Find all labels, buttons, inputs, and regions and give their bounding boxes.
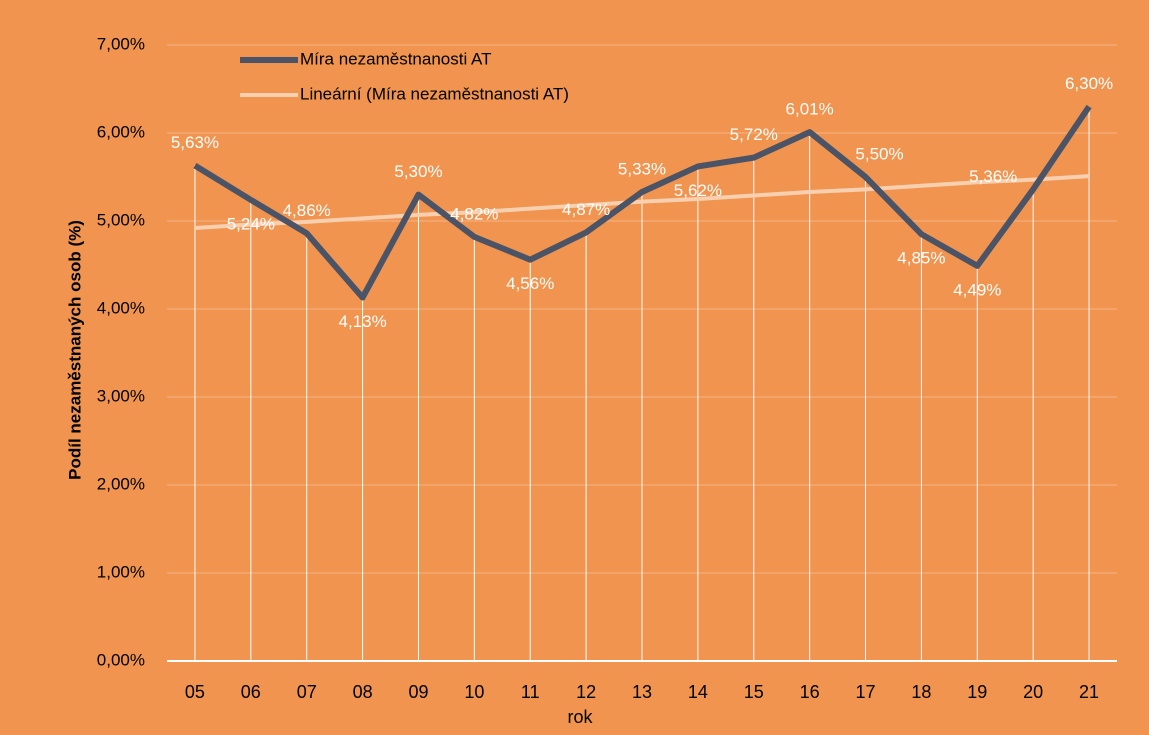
y-tick-label: 0,00% [97,650,145,669]
data-label: 5,36% [969,167,1017,186]
x-tick-label: 09 [408,682,428,702]
x-tick-label: 08 [353,682,373,702]
data-line [193,104,1092,301]
y-tick-label: 6,00% [97,122,145,141]
y-tick-label: 4,00% [97,298,145,317]
data-label: 4,49% [953,280,1001,299]
data-label: 5,50% [855,144,903,163]
x-tick-label: 17 [856,682,876,702]
data-label: 5,30% [394,162,442,181]
data-label: 5,72% [730,125,778,144]
x-tick-label: 13 [632,682,652,702]
x-axis-title: rok [567,707,593,727]
x-tick-label: 15 [744,682,764,702]
data-label: 4,85% [897,249,945,268]
x-tick-label: 06 [241,682,261,702]
x-tick-label: 07 [297,682,317,702]
y-tick-label: 3,00% [97,386,145,405]
data-label: 4,86% [283,201,331,220]
y-tick-label: 5,00% [97,210,145,229]
legend-label: Míra nezaměstnanosti AT [300,49,492,68]
data-label: 5,63% [171,133,219,152]
x-tick-label: 10 [464,682,484,702]
x-tick-label: 05 [185,682,205,702]
data-label: 4,82% [450,204,498,223]
x-tick-label: 19 [967,682,987,702]
data-label: 4,56% [506,274,554,293]
data-label: 5,33% [618,159,666,178]
x-tick-label: 14 [688,682,708,702]
x-tick-label: 21 [1079,682,1099,702]
trend-line [194,174,1090,231]
data-label: 5,62% [674,181,722,200]
data-label: 6,30% [1065,74,1113,93]
data-label: 4,13% [338,312,386,331]
x-tick-label: 20 [1023,682,1043,702]
data-label: 4,87% [562,200,610,219]
data-label: 5,24% [227,214,275,233]
x-tick-label: 11 [521,682,540,702]
y-axis-title: Podíl nezaměstnaných osob (%) [65,220,84,480]
x-tick-label: 18 [911,682,931,702]
data-label: 6,01% [786,100,834,119]
legend-label: Lineární (Míra nezaměstnanosti AT) [300,84,569,103]
y-tick-label: 2,00% [97,474,145,493]
x-tick-label: 12 [576,682,596,702]
x-tick-label: 16 [800,682,820,702]
y-tick-label: 7,00% [97,34,145,53]
y-tick-label: 1,00% [97,562,145,581]
